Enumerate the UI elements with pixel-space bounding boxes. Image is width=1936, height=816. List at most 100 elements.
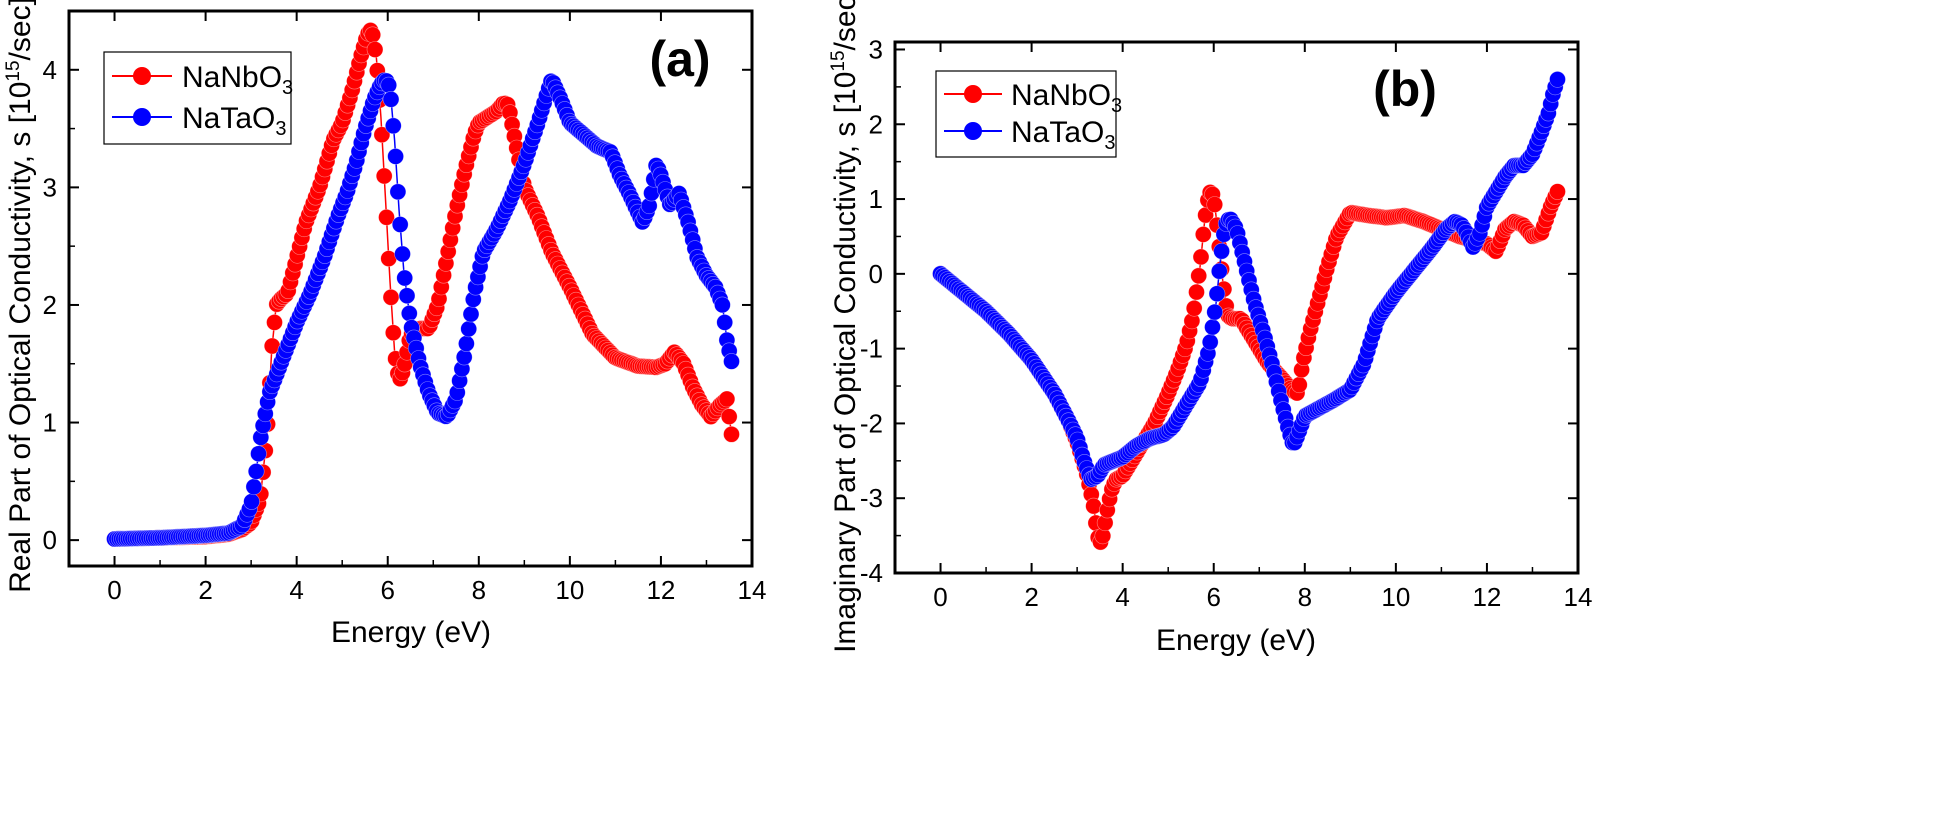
panel-a-legend-label-natao3: NaTaO3 xyxy=(182,102,287,140)
panel-b-x-tick-label: 12 xyxy=(1472,582,1501,612)
panel-a-y-axis-title: Real Part of Optical Conductivity, s [10… xyxy=(3,0,37,593)
panel-b-y-axis-title: Imaginary Part of Optical Conductivity, … xyxy=(828,0,862,653)
panel-b-plot-frame xyxy=(893,40,1580,575)
panel-b-data-point-nanbo3 xyxy=(1188,283,1205,301)
panel-a-y-axis-title-unit: /sec] xyxy=(4,0,37,60)
panel-a-data-point-natao3 xyxy=(245,478,263,496)
panel-a-data-point-natao3 xyxy=(250,445,267,463)
panel-a-legend-frame xyxy=(103,51,292,145)
panel-a-data-point-nanbo3 xyxy=(723,425,740,443)
panel-b-y-axis-title-unit: /sec] xyxy=(829,0,862,50)
panel-a-data-point-natao3 xyxy=(380,76,398,94)
panel-a-legend-label-natao3-base: NaTaO xyxy=(182,102,275,135)
panel-b-legend-label-nanbo3-sub: 3 xyxy=(1111,95,1122,117)
panel-b-legend-label-natao3: NaTaO3 xyxy=(1011,116,1116,154)
panel-a-legend-marker-nanbo3 xyxy=(133,67,151,85)
panel-b-data-point-nanbo3 xyxy=(1291,376,1308,394)
panel-b-legend-label-natao3-sub: 3 xyxy=(1104,132,1115,154)
panel-a-data-point-natao3 xyxy=(458,335,475,352)
panel-b-data-point-nanbo3 xyxy=(1195,226,1212,243)
panel-b-data-point-nanbo3 xyxy=(1185,299,1203,317)
panel-a-label: (a) xyxy=(649,31,710,87)
panel-a-data-point-nanbo3 xyxy=(364,26,382,44)
panel-b-y-axis-title-exponent: 15 xyxy=(828,50,849,71)
panel-b-y-tick-label: -4 xyxy=(860,558,883,588)
panel-b-data-point-natao3 xyxy=(1204,318,1221,336)
panel-b-y-tick-label: -2 xyxy=(860,408,883,438)
panel-a-data-point-nanbo3 xyxy=(382,288,400,306)
panel-a-data-point-nanbo3 xyxy=(373,126,391,143)
panel-a-data-point-nanbo3 xyxy=(384,324,402,342)
panel-b-legend-marker-natao3 xyxy=(964,122,982,140)
panel-a-x-tick-label: 6 xyxy=(380,575,394,605)
panel-b-data-point-natao3 xyxy=(1549,71,1566,88)
panel-b-x-tick-label: 0 xyxy=(933,582,947,612)
panel-a-y-axis-title-exponent: 15 xyxy=(3,60,24,81)
panel-a-data-point-natao3 xyxy=(396,269,414,287)
panel-b-y-tick-label: -1 xyxy=(860,334,883,364)
panel-a-data-point-natao3 xyxy=(243,493,260,510)
panel-b-y-tick-label: 0 xyxy=(869,259,883,289)
panel-a-data-point-natao3 xyxy=(389,183,407,201)
panel-a-legend-marker-natao3 xyxy=(133,108,151,126)
panel-a-data-point-nanbo3 xyxy=(720,408,738,425)
panel-b-legend-label-natao3-base: NaTaO xyxy=(1011,116,1104,149)
panel-a-x-tick-label: 2 xyxy=(198,575,212,605)
panel-a-data-point-nanbo3 xyxy=(266,314,283,331)
panel-b-series-natao3 xyxy=(932,71,1566,488)
panel-a-legend-label-natao3-sub: 3 xyxy=(275,118,286,140)
panel-a-data-point-nanbo3 xyxy=(375,167,393,185)
panel-a-legend: NaNbO3 NaTaO3 xyxy=(103,51,293,145)
panel-a-data-point-nanbo3 xyxy=(718,390,736,408)
panel-b-label: (b) xyxy=(1373,61,1437,117)
panel-a-x-tick-label: 4 xyxy=(289,575,303,605)
panel-b-y-tick-label: 3 xyxy=(869,34,883,64)
panel-a-series xyxy=(106,22,740,548)
panel-a-data-point-natao3 xyxy=(714,296,731,314)
panel-a-x-tick-label: 12 xyxy=(646,575,675,605)
panel-b-x-tick-label: 8 xyxy=(1298,582,1312,612)
panel-a-data-point-natao3 xyxy=(382,91,400,108)
panel-a-x-tick-label: 8 xyxy=(472,575,486,605)
panel-a-x-tick-label: 0 xyxy=(107,575,121,605)
panel-a-data-point-natao3 xyxy=(460,320,478,338)
panel-b-data-point-natao3 xyxy=(1211,262,1228,280)
panel-b-data-point-nanbo3 xyxy=(1192,248,1210,266)
panel-b-x-tick-label: 10 xyxy=(1381,582,1410,612)
panel-b-data-point-natao3 xyxy=(1201,333,1219,351)
panel-b-y-tick-label: -3 xyxy=(860,483,883,513)
panel-a-y-tick-label: 2 xyxy=(43,290,57,320)
panel-a-series-line-natao3 xyxy=(114,77,733,540)
panel-b-data-point-natao3 xyxy=(1213,242,1230,260)
panel-a-x-tick-label: 14 xyxy=(738,575,767,605)
panel-a-plot-frame xyxy=(67,9,754,568)
panel-a-y-axis-title-text: Real Part of Optical Conductivity, s [10 xyxy=(4,82,37,593)
panel-a-series-natao3 xyxy=(106,72,740,548)
panel-a-y-tick-label: 3 xyxy=(43,172,57,202)
panel-a-legend-label-nanbo3-base: NaNbO xyxy=(182,61,282,94)
panel-b-x-tick-label: 4 xyxy=(1115,582,1129,612)
panel-b-y-axis-title-text: Imaginary Part of Optical Conductivity, … xyxy=(829,72,862,653)
panel-b-x-tick-label: 2 xyxy=(1024,582,1038,612)
panel-b-data-point-nanbo3 xyxy=(1549,183,1566,200)
panel-a-legend-label-nanbo3: NaNbO3 xyxy=(182,61,293,99)
panel-b-data-point-nanbo3 xyxy=(1206,196,1223,213)
panel-a-data-point-natao3 xyxy=(391,216,409,233)
panel-b-y-tick-label: 2 xyxy=(869,109,883,139)
panel-b-legend-frame xyxy=(935,70,1117,158)
panel-b-legend-label-nanbo3: NaNbO3 xyxy=(1011,79,1122,117)
panel-a-x-axis-title: Energy (eV) xyxy=(331,616,491,649)
panel-b-y-tick-label: 1 xyxy=(869,184,883,214)
panel-a-data-point-natao3 xyxy=(716,314,734,331)
panel-a-x-tick-label: 10 xyxy=(555,575,584,605)
panel-b-data-point-nanbo3 xyxy=(1190,267,1207,285)
panel-b-x-tick-label: 6 xyxy=(1206,582,1220,612)
panel-b-legend: NaNbO3 NaTaO3 xyxy=(935,70,1122,158)
panel-b-legend-marker-nanbo3 xyxy=(964,85,982,103)
panel-a-data-point-natao3 xyxy=(398,287,416,305)
panel-b-series xyxy=(932,71,1566,551)
